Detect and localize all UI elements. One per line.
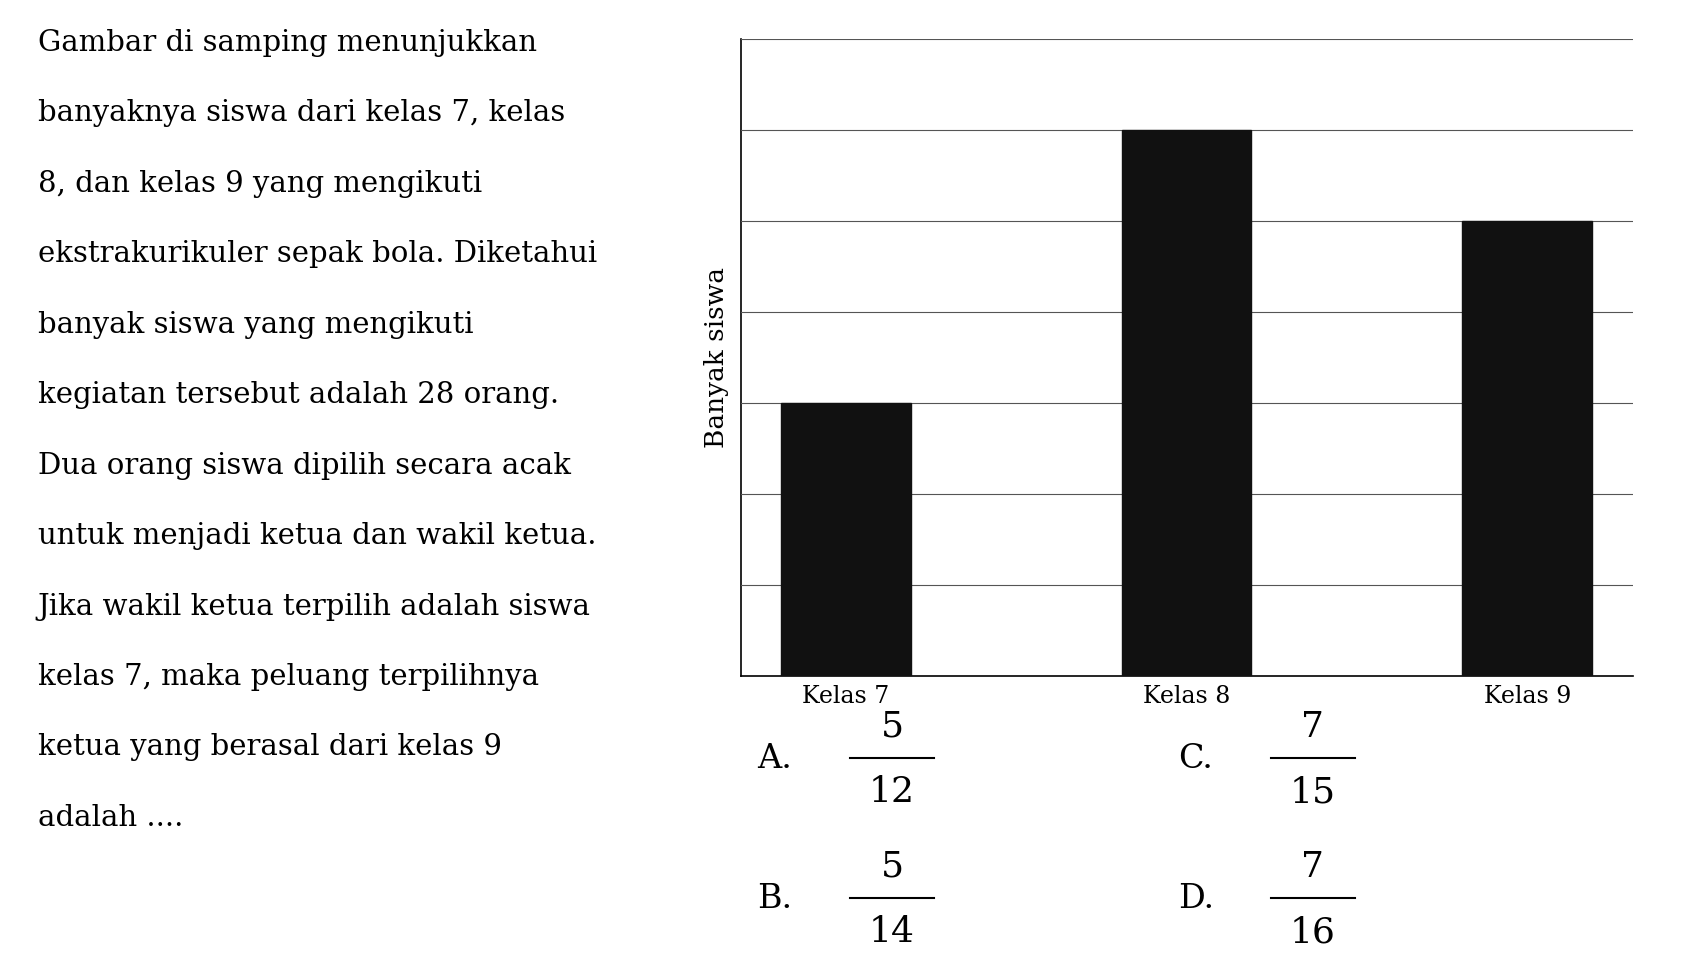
Y-axis label: Banyak siswa: Banyak siswa	[705, 266, 728, 448]
Text: ekstrakurikuler sepak bola. Diketahui: ekstrakurikuler sepak bola. Diketahui	[37, 240, 597, 268]
Text: banyaknya siswa dari kelas 7, kelas: banyaknya siswa dari kelas 7, kelas	[37, 99, 565, 127]
Text: 16: 16	[1288, 916, 1336, 950]
Text: Jika wakil ketua terpilih adalah siswa: Jika wakil ketua terpilih adalah siswa	[37, 593, 590, 620]
Text: 14: 14	[868, 916, 915, 950]
Text: Gambar di samping menunjukkan: Gambar di samping menunjukkan	[37, 29, 537, 57]
Text: 8, dan kelas 9 yang mengikuti: 8, dan kelas 9 yang mengikuti	[37, 170, 481, 198]
Text: adalah ....: adalah ....	[37, 804, 183, 832]
Text: 7: 7	[1300, 710, 1324, 744]
Text: untuk menjadi ketua dan wakil ketua.: untuk menjadi ketua dan wakil ketua.	[37, 522, 595, 550]
Bar	[780, 402, 910, 676]
Text: ketua yang berasal dari kelas 9: ketua yang berasal dari kelas 9	[37, 733, 501, 761]
Bar	[1462, 221, 1591, 676]
Text: C.: C.	[1177, 743, 1213, 775]
Text: 12: 12	[868, 776, 915, 810]
Text: 5: 5	[880, 710, 903, 744]
Text: 15: 15	[1288, 776, 1336, 810]
Text: 7: 7	[1300, 850, 1324, 884]
Text: B.: B.	[757, 883, 792, 915]
Text: 5: 5	[880, 850, 903, 884]
Text: Dua orang siswa dipilih secara acak: Dua orang siswa dipilih secara acak	[37, 452, 570, 480]
Text: kegiatan tersebut adalah 28 orang.: kegiatan tersebut adalah 28 orang.	[37, 381, 558, 409]
Text: kelas 7, maka peluang terpilihnya: kelas 7, maka peluang terpilihnya	[37, 663, 538, 691]
Bar	[1122, 129, 1250, 676]
Text: D.: D.	[1177, 883, 1213, 915]
Text: banyak siswa yang mengikuti: banyak siswa yang mengikuti	[37, 311, 473, 339]
Text: A.: A.	[757, 743, 792, 775]
